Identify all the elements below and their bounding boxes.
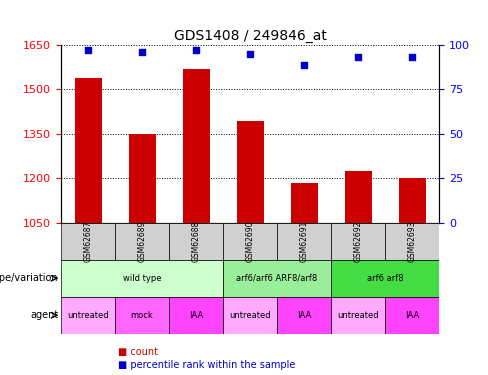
Text: genotype/variation: genotype/variation: [0, 273, 58, 283]
Point: [84, 47, 92, 53]
Text: arf6 arf8: arf6 arf8: [367, 274, 404, 283]
Text: mock: mock: [131, 311, 153, 320]
Text: ■ count: ■ count: [118, 347, 158, 357]
Bar: [345, 171, 372, 223]
Point: [408, 54, 416, 60]
Text: IAA: IAA: [405, 311, 419, 320]
Text: GSM62691: GSM62691: [300, 220, 308, 262]
FancyBboxPatch shape: [61, 297, 115, 334]
Point: [300, 62, 308, 68]
Point: [192, 47, 200, 53]
Point: [354, 54, 362, 60]
FancyBboxPatch shape: [277, 223, 331, 260]
Point: [246, 51, 254, 57]
Text: GSM62689: GSM62689: [138, 220, 146, 262]
Text: GSM62693: GSM62693: [407, 220, 417, 262]
FancyBboxPatch shape: [277, 297, 331, 334]
FancyBboxPatch shape: [331, 223, 385, 260]
FancyBboxPatch shape: [223, 223, 277, 260]
FancyBboxPatch shape: [223, 297, 277, 334]
Bar: [291, 183, 318, 223]
FancyBboxPatch shape: [331, 297, 385, 334]
Text: GSM62692: GSM62692: [354, 220, 363, 262]
Text: untreated: untreated: [337, 311, 379, 320]
Bar: [183, 69, 209, 223]
FancyBboxPatch shape: [223, 260, 331, 297]
FancyBboxPatch shape: [115, 297, 169, 334]
FancyBboxPatch shape: [115, 223, 169, 260]
Bar: [75, 78, 102, 223]
Bar: [399, 178, 426, 223]
Text: arf6/arf6 ARF8/arf8: arf6/arf6 ARF8/arf8: [237, 274, 318, 283]
Title: GDS1408 / 249846_at: GDS1408 / 249846_at: [174, 28, 326, 43]
FancyBboxPatch shape: [61, 260, 223, 297]
Text: ■ percentile rank within the sample: ■ percentile rank within the sample: [118, 360, 295, 370]
Text: IAA: IAA: [189, 311, 203, 320]
Bar: [237, 120, 264, 223]
Text: agent: agent: [30, 310, 58, 320]
FancyBboxPatch shape: [61, 223, 115, 260]
Text: GSM62687: GSM62687: [83, 220, 93, 262]
Point: [138, 49, 146, 55]
FancyBboxPatch shape: [385, 297, 439, 334]
Text: GSM62690: GSM62690: [245, 220, 255, 262]
Text: untreated: untreated: [229, 311, 271, 320]
Bar: [128, 134, 156, 223]
Text: GSM62688: GSM62688: [192, 220, 201, 262]
FancyBboxPatch shape: [169, 223, 223, 260]
Text: IAA: IAA: [297, 311, 311, 320]
FancyBboxPatch shape: [331, 260, 439, 297]
FancyBboxPatch shape: [169, 297, 223, 334]
FancyBboxPatch shape: [385, 223, 439, 260]
Text: untreated: untreated: [67, 311, 109, 320]
Text: wild type: wild type: [123, 274, 162, 283]
